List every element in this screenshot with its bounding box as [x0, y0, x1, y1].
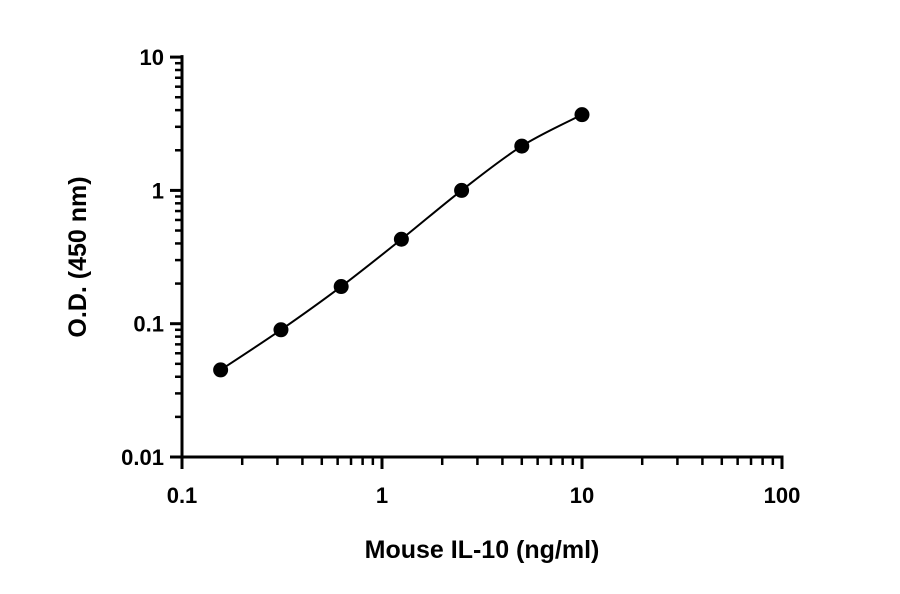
x-tick-label: 0.1 — [167, 483, 198, 508]
data-point — [514, 138, 530, 154]
x-tick-label: 10 — [570, 483, 594, 508]
x-tick-label: 1 — [376, 483, 388, 508]
y-tick-label: 0.01 — [121, 445, 164, 470]
data-point — [393, 231, 409, 247]
data-point — [273, 322, 289, 338]
data-points — [213, 107, 590, 378]
x-axis-title: Mouse IL-10 (ng/ml) — [365, 536, 600, 564]
data-point — [454, 182, 470, 198]
y-tick-label: 1 — [152, 178, 164, 203]
x-tick-label: 100 — [764, 483, 801, 508]
y-tick-label: 10 — [140, 45, 164, 70]
data-point — [333, 279, 349, 295]
data-point — [213, 362, 229, 378]
data-point — [574, 107, 590, 123]
y-axis-title: O.D. (450 nm) — [64, 176, 92, 337]
y-tick-label: 0.1 — [133, 312, 164, 337]
